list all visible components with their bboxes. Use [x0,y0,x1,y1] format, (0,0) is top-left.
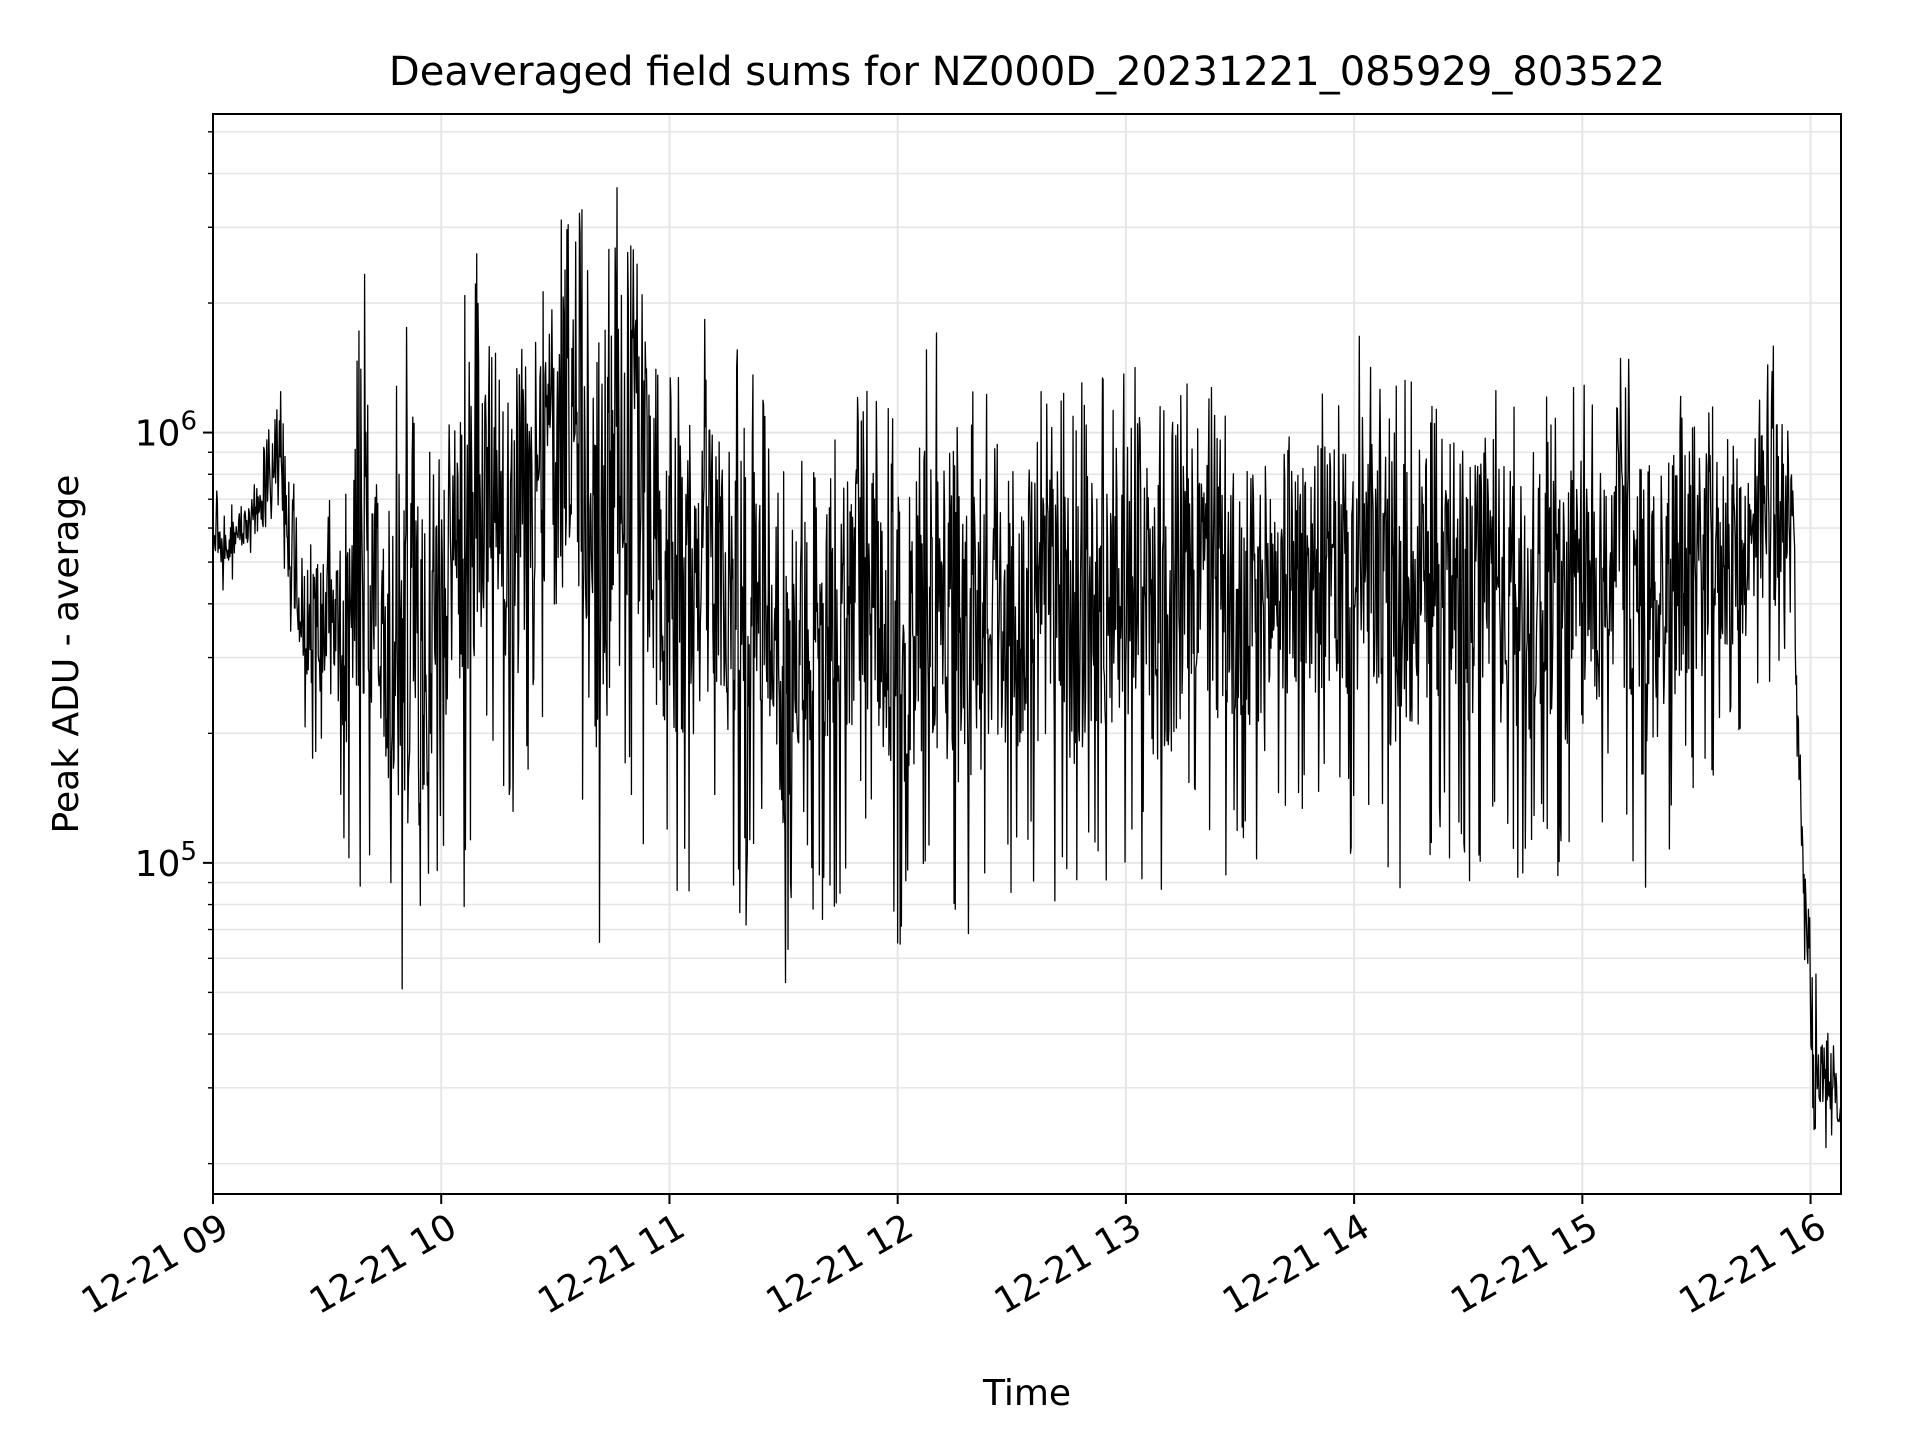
y-tick-label-base: 10 [135,414,181,455]
series-line [212,187,1842,1149]
chart-title: Deaveraged field sums for NZ000D_2023122… [389,49,1665,95]
y-tick-label: 105 [135,837,197,885]
x-axis-label: Time [982,1373,1071,1414]
y-axis-label: Peak ADU - average [46,475,87,834]
y-tick-label-exponent: 6 [180,407,197,437]
data-layer [212,187,1842,1149]
plot-frame [212,113,1842,1195]
y-tick-label-exponent: 5 [180,837,197,867]
y-tick-label-base: 10 [135,844,181,885]
y-tick-label: 106 [135,407,197,455]
